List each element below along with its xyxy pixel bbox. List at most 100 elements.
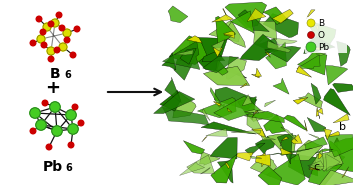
Polygon shape bbox=[201, 122, 256, 134]
Circle shape bbox=[78, 120, 84, 126]
Polygon shape bbox=[256, 155, 270, 166]
Bar bbox=[305, 17, 347, 53]
Text: 6: 6 bbox=[64, 70, 71, 80]
Polygon shape bbox=[324, 129, 332, 140]
Text: B: B bbox=[50, 67, 60, 81]
Text: Pb: Pb bbox=[43, 160, 63, 174]
Polygon shape bbox=[165, 77, 181, 103]
Polygon shape bbox=[203, 66, 250, 85]
Polygon shape bbox=[318, 152, 322, 159]
Circle shape bbox=[47, 47, 55, 55]
Circle shape bbox=[52, 126, 62, 136]
Text: Pb: Pb bbox=[318, 43, 329, 51]
Circle shape bbox=[74, 26, 80, 32]
Polygon shape bbox=[210, 88, 225, 108]
Circle shape bbox=[306, 42, 316, 52]
Polygon shape bbox=[317, 170, 353, 185]
Circle shape bbox=[63, 29, 71, 37]
Polygon shape bbox=[223, 67, 247, 78]
Polygon shape bbox=[223, 21, 245, 48]
Polygon shape bbox=[312, 47, 322, 51]
Polygon shape bbox=[288, 154, 318, 178]
Polygon shape bbox=[238, 97, 256, 120]
Polygon shape bbox=[316, 25, 319, 32]
Polygon shape bbox=[266, 42, 287, 69]
Polygon shape bbox=[242, 95, 252, 106]
Polygon shape bbox=[202, 109, 210, 121]
Polygon shape bbox=[329, 141, 341, 156]
Polygon shape bbox=[187, 36, 202, 43]
Polygon shape bbox=[203, 57, 239, 73]
Circle shape bbox=[30, 40, 36, 46]
Polygon shape bbox=[216, 16, 235, 44]
Polygon shape bbox=[265, 46, 301, 62]
Polygon shape bbox=[187, 155, 215, 174]
Polygon shape bbox=[255, 136, 275, 154]
Text: c: c bbox=[314, 162, 320, 172]
Polygon shape bbox=[326, 154, 340, 171]
Polygon shape bbox=[173, 90, 196, 118]
Circle shape bbox=[64, 37, 70, 43]
Polygon shape bbox=[315, 149, 333, 153]
Polygon shape bbox=[247, 110, 267, 139]
Polygon shape bbox=[240, 34, 278, 60]
Polygon shape bbox=[297, 54, 320, 69]
Polygon shape bbox=[202, 136, 207, 142]
Polygon shape bbox=[184, 141, 205, 154]
Polygon shape bbox=[261, 136, 276, 140]
Polygon shape bbox=[267, 154, 305, 185]
Polygon shape bbox=[252, 110, 273, 121]
Polygon shape bbox=[315, 151, 343, 171]
Polygon shape bbox=[330, 137, 353, 172]
Circle shape bbox=[48, 56, 54, 62]
Polygon shape bbox=[342, 167, 349, 178]
Circle shape bbox=[43, 23, 51, 31]
Polygon shape bbox=[211, 154, 237, 183]
Polygon shape bbox=[308, 161, 324, 167]
Polygon shape bbox=[337, 41, 350, 66]
Circle shape bbox=[42, 100, 48, 106]
Polygon shape bbox=[294, 140, 323, 161]
Polygon shape bbox=[212, 15, 233, 22]
Polygon shape bbox=[251, 74, 259, 78]
Polygon shape bbox=[202, 51, 225, 62]
Polygon shape bbox=[291, 134, 302, 144]
Circle shape bbox=[41, 42, 47, 48]
Polygon shape bbox=[255, 38, 279, 52]
Polygon shape bbox=[281, 127, 298, 142]
Polygon shape bbox=[273, 78, 289, 94]
Polygon shape bbox=[168, 6, 188, 23]
Polygon shape bbox=[309, 168, 319, 170]
Polygon shape bbox=[298, 51, 327, 75]
Polygon shape bbox=[281, 148, 293, 155]
Polygon shape bbox=[263, 7, 287, 24]
Polygon shape bbox=[169, 36, 207, 65]
Polygon shape bbox=[272, 9, 293, 23]
Polygon shape bbox=[209, 20, 240, 42]
Polygon shape bbox=[223, 9, 228, 18]
Text: +: + bbox=[46, 79, 60, 97]
Polygon shape bbox=[214, 101, 221, 106]
Polygon shape bbox=[262, 162, 264, 167]
Polygon shape bbox=[264, 115, 286, 134]
Circle shape bbox=[30, 108, 40, 118]
Polygon shape bbox=[281, 137, 289, 141]
Polygon shape bbox=[201, 167, 210, 174]
Polygon shape bbox=[304, 120, 307, 131]
Polygon shape bbox=[225, 2, 267, 28]
Circle shape bbox=[30, 128, 36, 134]
Polygon shape bbox=[307, 117, 326, 132]
Polygon shape bbox=[210, 137, 237, 159]
Circle shape bbox=[307, 31, 315, 38]
Polygon shape bbox=[231, 11, 254, 33]
Polygon shape bbox=[306, 10, 315, 19]
Polygon shape bbox=[263, 14, 299, 38]
Polygon shape bbox=[214, 96, 261, 121]
Polygon shape bbox=[296, 66, 312, 77]
Polygon shape bbox=[274, 38, 297, 45]
Polygon shape bbox=[267, 41, 291, 53]
Polygon shape bbox=[200, 152, 220, 165]
Polygon shape bbox=[211, 40, 225, 51]
Circle shape bbox=[307, 19, 315, 27]
Polygon shape bbox=[179, 162, 205, 176]
